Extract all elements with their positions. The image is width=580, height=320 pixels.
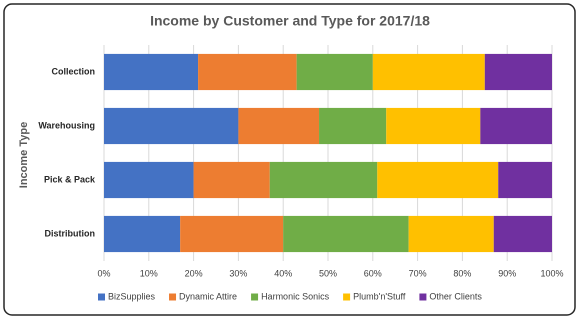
bar-segment <box>484 53 552 91</box>
bar-segment <box>386 107 481 145</box>
x-tick-label: 80% <box>453 268 471 278</box>
x-tick-label: 0% <box>97 268 110 278</box>
bar-segment <box>283 215 409 253</box>
x-tick-label: 100% <box>540 268 563 278</box>
legend-swatch <box>169 293 177 301</box>
bar-segment <box>238 107 320 145</box>
bar-segment <box>493 215 552 253</box>
y-tick-label: Pick & Pack <box>44 174 96 184</box>
bar-segment <box>198 53 297 91</box>
x-tick-label: 40% <box>274 268 292 278</box>
legend-label: Dynamic Attire <box>179 291 237 301</box>
legend-label: Other Clients <box>429 291 482 301</box>
bar-segment <box>104 161 194 199</box>
bar-segment <box>193 161 270 199</box>
bar-segment <box>372 53 485 91</box>
bar-segment <box>104 215 181 253</box>
x-tick-label: 70% <box>409 268 427 278</box>
x-tick-label: 90% <box>498 268 516 278</box>
chart-title: Income by Customer and Type for 2017/18 <box>150 13 430 29</box>
bar-segment <box>104 107 239 145</box>
legend-swatch <box>251 293 259 301</box>
bar-segment <box>180 215 284 253</box>
legend-label: Harmonic Sonics <box>261 291 330 301</box>
bar-segment <box>480 107 552 145</box>
legend-swatch <box>419 293 427 301</box>
bar-segment <box>296 53 373 91</box>
bar-segment <box>104 53 199 91</box>
bar-segment <box>319 107 387 145</box>
bar-segment <box>377 161 499 199</box>
bar-segment <box>498 161 552 199</box>
bar-segment <box>269 161 378 199</box>
x-tick-label: 20% <box>185 268 203 278</box>
x-tick-label: 50% <box>319 268 337 278</box>
x-tick-label: 30% <box>229 268 247 278</box>
legend-label: Plumb'n'Stuff <box>353 291 406 301</box>
legend-swatch <box>343 293 351 301</box>
bar-segment <box>408 215 494 253</box>
legend-label: BizSupplies <box>108 291 156 301</box>
y-tick-label: Warehousing <box>38 120 95 130</box>
y-tick-label: Collection <box>51 66 95 76</box>
y-axis-label: Income Type <box>18 122 30 188</box>
legend-swatch <box>98 293 105 301</box>
x-tick-label: 10% <box>140 268 158 278</box>
y-tick-label: Distribution <box>45 228 96 238</box>
x-tick-label: 60% <box>364 268 382 278</box>
